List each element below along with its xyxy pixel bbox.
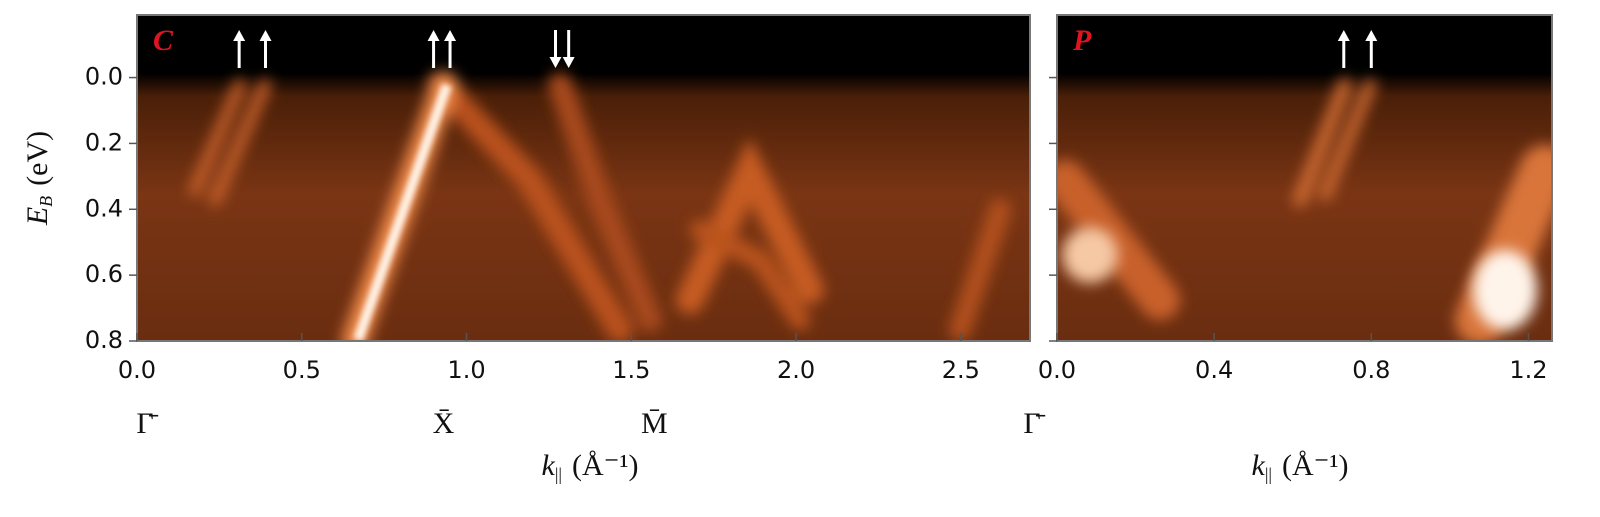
arrow-head: [1337, 30, 1350, 41]
x-tick-label: 2.5: [942, 356, 980, 384]
y-tick-label: 0.0: [85, 63, 123, 91]
y-tick-label: 0.6: [85, 260, 123, 288]
arrow-head: [549, 57, 562, 68]
y-axis-label: EB (eV): [21, 131, 56, 226]
y-tick-label: 0.8: [85, 326, 123, 354]
x-tick-label: 0.0: [118, 356, 156, 384]
symmetry-point: Γ̄: [136, 407, 158, 440]
y-label-unit: (eV): [21, 131, 54, 186]
arrow: [427, 30, 440, 68]
x-tick-label: 1.2: [1509, 356, 1547, 384]
x-axis-label: k|| (Å⁻¹): [1251, 449, 1348, 484]
panel-label: P: [1072, 24, 1092, 57]
x-tick-label: 0.5: [283, 356, 321, 384]
y-label-symbol: E: [21, 207, 54, 226]
x-tick-label: 0.4: [1195, 356, 1233, 384]
x-tick-label: 0.0: [1038, 356, 1076, 384]
x-label-symbol: k: [541, 449, 555, 482]
arrow: [562, 30, 575, 68]
symmetry-point: Γ̄: [1023, 407, 1045, 440]
arrow-head: [444, 30, 457, 41]
arrow: [444, 30, 457, 68]
x-label-symbol: k: [1251, 449, 1265, 482]
x-tick-label: 0.8: [1352, 356, 1390, 384]
arrow-head: [1365, 30, 1378, 41]
panel-label: C: [153, 24, 174, 57]
y-label-subscript: B: [36, 196, 56, 207]
y-tick-label: 0.4: [85, 194, 123, 222]
spectrum-image: [137, 15, 1030, 341]
x-tick-label: 1.5: [612, 356, 650, 384]
y-tick-label: 0.2: [85, 128, 123, 156]
arrow: [259, 30, 272, 68]
x-label-unit: (Å⁻¹): [572, 449, 638, 482]
x-axis-label: k|| (Å⁻¹): [541, 449, 638, 484]
spectrum-image: [1057, 15, 1552, 341]
symmetry-point: M̄: [641, 407, 668, 440]
arrow-head: [233, 30, 246, 41]
arrow: [1365, 30, 1378, 68]
arrow-head: [562, 57, 575, 68]
frame: [1056, 14, 1553, 342]
arrow: [549, 30, 562, 68]
arrow-head: [427, 30, 440, 41]
x-tick-label: 2.0: [777, 356, 815, 384]
symmetry-point: X̄: [433, 407, 455, 440]
frame: [136, 14, 1031, 342]
arrow: [233, 30, 246, 68]
arrow: [1337, 30, 1350, 68]
arrow-head: [259, 30, 272, 41]
x-tick-label: 1.0: [447, 356, 485, 384]
x-label-subscript: ||: [1265, 464, 1272, 484]
x-label-subscript: ||: [555, 464, 562, 484]
x-label-unit: (Å⁻¹): [1282, 449, 1348, 482]
